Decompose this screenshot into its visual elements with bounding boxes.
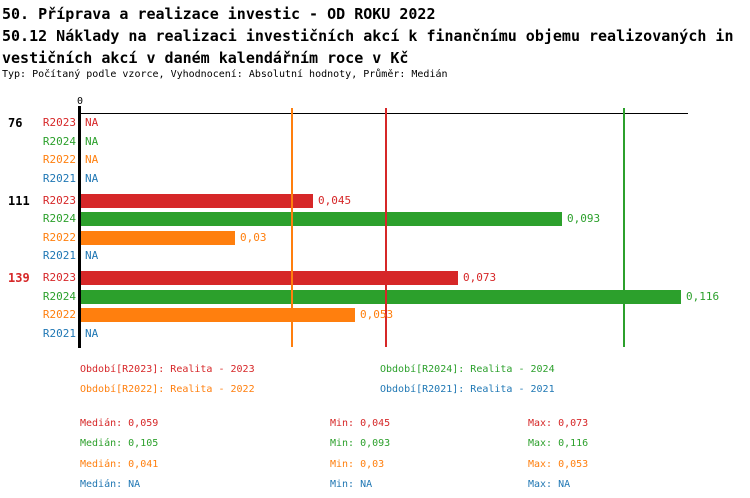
row-series-label: R2024 xyxy=(42,289,76,303)
na-label: NA xyxy=(85,153,99,166)
na-label: NA xyxy=(85,134,99,148)
row-series-label: R2022 xyxy=(42,308,76,321)
row-series-label: R2023 xyxy=(42,116,76,129)
na-label: NA xyxy=(85,326,99,340)
stat-min-r2022: Min: 0,03 xyxy=(330,459,385,470)
row-series-label: R2022 xyxy=(42,153,76,166)
stat-min-r2023: Min: 0,045 xyxy=(330,418,391,429)
bar-value-label: 0,053 xyxy=(360,308,394,321)
group-label: 139 xyxy=(8,271,30,285)
stat-max-r2022: Max: 0,053 xyxy=(528,459,589,470)
median-line-r2023 xyxy=(385,108,387,347)
group-label: 111 xyxy=(8,193,30,208)
indicator-title-line2: vestičních akcí v daném kalendářním roce… xyxy=(2,49,409,67)
row-series-label: R2021 xyxy=(42,171,76,185)
group-label: 76 xyxy=(8,116,23,130)
bar-value-label: 0,073 xyxy=(463,271,497,284)
row-series-label: R2021 xyxy=(42,326,76,340)
bar-r2023 xyxy=(81,271,458,285)
na-label: NA xyxy=(85,116,99,129)
legend-item-r2022: Období[R2022]: Realita - 2022 xyxy=(80,384,255,395)
na-label: NA xyxy=(85,249,99,262)
stat-min-r2024: Min: 0,093 xyxy=(330,438,391,449)
stat-median-r2024: Medián: 0,105 xyxy=(80,438,159,449)
bar-r2024 xyxy=(81,212,562,226)
legend-item-r2023: Období[R2023]: Realita - 2023 xyxy=(80,364,255,375)
median-line-r2024 xyxy=(623,108,625,347)
indicator-title-line1: 50.12 Náklady na realizaci investičních … xyxy=(2,27,734,45)
row-series-label: R2022 xyxy=(42,230,76,244)
bar-value-label: 0,03 xyxy=(240,230,267,244)
y-axis-line xyxy=(78,106,81,348)
indicator-meta: Typ: Počítaný podle vzorce, Vyhodnocení:… xyxy=(2,69,448,80)
stat-median-r2022: Medián: 0,041 xyxy=(80,459,159,470)
bar-r2022 xyxy=(81,308,355,322)
legend-item-r2021: Období[R2021]: Realita - 2021 xyxy=(380,384,555,395)
bar-value-label: 0,116 xyxy=(686,289,720,303)
row-series-label: R2024 xyxy=(42,212,76,225)
report-title: 50. Příprava a realizace investic - OD R… xyxy=(2,5,436,23)
row-series-label: R2023 xyxy=(42,271,76,284)
zero-tick-label: 0 xyxy=(76,96,84,107)
legend-item-r2024: Období[R2024]: Realita - 2024 xyxy=(380,364,555,375)
stat-max-r2023: Max: 0,073 xyxy=(528,418,589,429)
bar-r2023 xyxy=(81,193,313,208)
median-line-r2022 xyxy=(291,108,293,347)
row-series-label: R2021 xyxy=(42,249,76,262)
stat-min-r2021: Min: NA xyxy=(330,479,373,490)
x-axis-line xyxy=(80,113,688,114)
stat-median-r2021: Medián: NA xyxy=(80,479,141,490)
bar-value-label: 0,093 xyxy=(567,212,601,225)
na-label: NA xyxy=(85,171,99,185)
stat-max-r2021: Max: NA xyxy=(528,479,571,490)
bar-r2024 xyxy=(81,289,681,304)
row-series-label: R2024 xyxy=(42,134,76,148)
bar-r2022 xyxy=(81,230,235,245)
bar-value-label: 0,045 xyxy=(318,193,352,207)
row-series-label: R2023 xyxy=(42,193,76,207)
stat-median-r2023: Medián: 0,059 xyxy=(80,418,159,429)
stat-max-r2024: Max: 0,116 xyxy=(528,438,589,449)
